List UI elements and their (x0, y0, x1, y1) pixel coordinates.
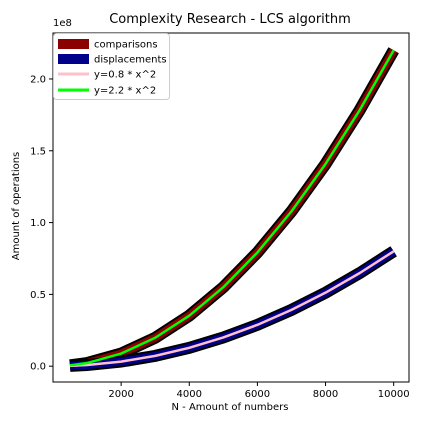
x-tick-label: 8000 (313, 389, 338, 400)
legend-label-comparisons: comparisons (94, 40, 158, 51)
y-tick-label: 2.0 (30, 74, 46, 85)
y-axis-label: Amount of operations (11, 152, 22, 261)
legend-entry-comparisons: comparisons (58, 39, 158, 51)
chart-title: Complexity Research - LCS algorithm (109, 12, 351, 27)
y-tick-label: 1.0 (30, 218, 46, 229)
y-tick-label: 1.5 (30, 146, 46, 157)
legend-swatch-comparisons (58, 39, 89, 49)
x-axis-label: N - Amount of numbers (172, 402, 289, 413)
legend-label-fit-2-2: y=2.2 * x^2 (94, 86, 156, 97)
legend-swatch-displacements (58, 54, 89, 64)
legend: comparisons displacements y=0.8 * x^2 y=… (54, 34, 170, 100)
legend-entry-displacements: displacements (58, 54, 167, 66)
legend-label-displacements: displacements (94, 55, 167, 66)
y-tick-label: 0.5 (30, 290, 46, 301)
x-tick-label: 6000 (245, 389, 270, 400)
x-tick-label: 2000 (108, 389, 133, 400)
y-tick-label: 0.0 (30, 362, 46, 373)
legend-label-fit-0-8: y=0.8 * x^2 (94, 70, 156, 81)
y-offset-label: 1e8 (53, 18, 72, 29)
x-tick-label: 10000 (378, 389, 410, 400)
x-tick-label: 4000 (177, 389, 202, 400)
